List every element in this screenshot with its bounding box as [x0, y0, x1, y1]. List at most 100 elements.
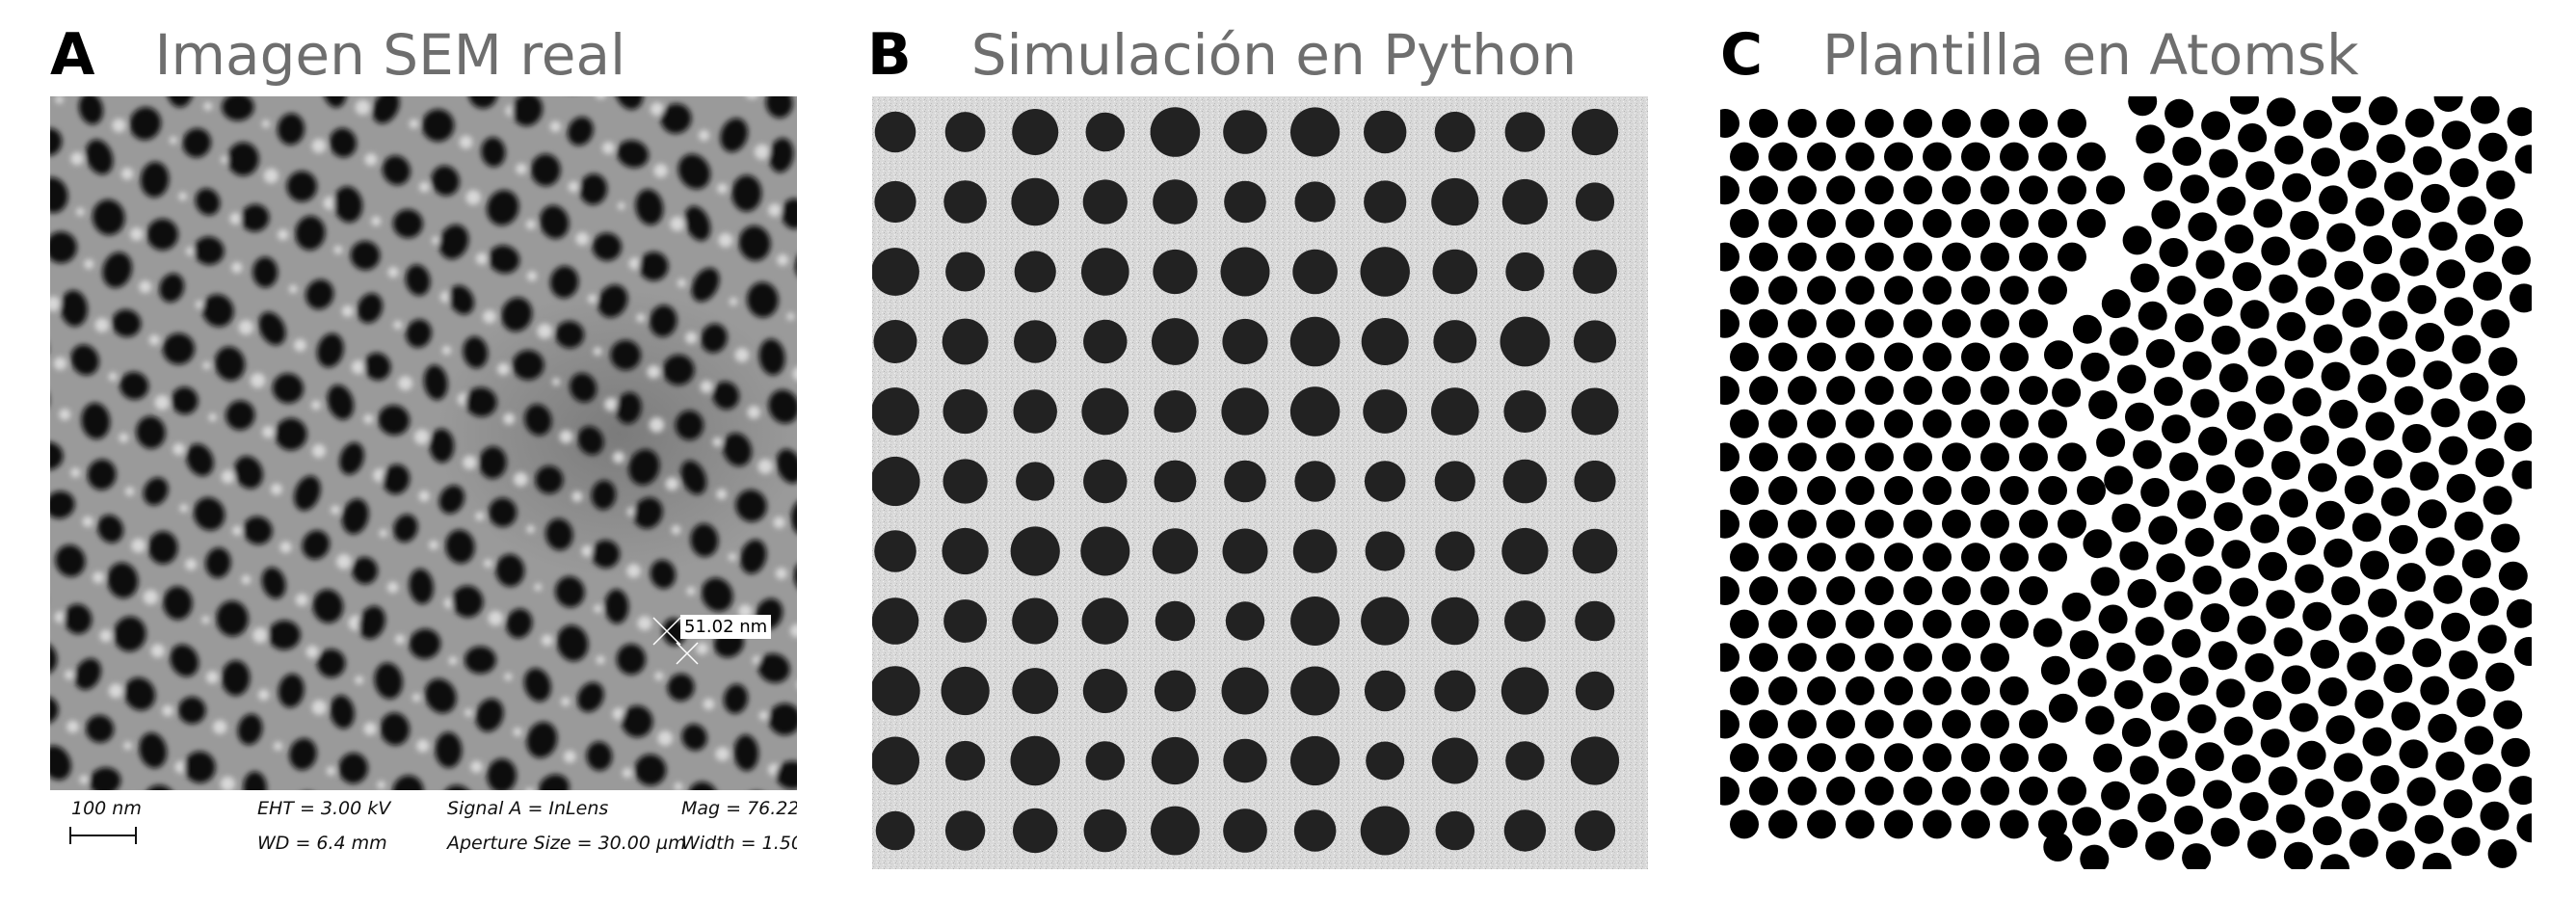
- sem-bright-node: [718, 232, 733, 248]
- sem-pore: [243, 516, 273, 544]
- sem-pore: [86, 715, 115, 743]
- atomsk-pore: [2290, 210, 2320, 240]
- sem-pore: [159, 273, 185, 303]
- atomsk-pore: [1807, 543, 1836, 572]
- python-pore: [1081, 248, 1129, 296]
- atomsk-pore: [2069, 630, 2099, 660]
- sem-bright-node: [504, 673, 513, 681]
- sem-bright-node: [131, 538, 146, 553]
- atomsk-pore: [2360, 550, 2389, 580]
- atomsk-pore: [1730, 609, 1759, 639]
- atomsk-pore: [2428, 713, 2457, 743]
- sem-bright-node: [201, 616, 210, 624]
- sem-bright-node: [179, 503, 189, 513]
- sem-pore: [598, 284, 628, 318]
- atomsk-template-canvas: [1720, 96, 2532, 869]
- sem-bright-node: [257, 689, 270, 701]
- sem-bright-node: [203, 101, 213, 111]
- python-pore: [1220, 247, 1270, 297]
- sem-pore: [338, 753, 368, 784]
- atomsk-pore: [2096, 428, 2126, 458]
- atomsk-pore: [2275, 804, 2305, 834]
- atomsk-pore: [2000, 409, 2029, 438]
- sem-bright-node: [310, 400, 321, 411]
- sem-pore: [74, 658, 101, 690]
- sem-bright-node: [150, 644, 165, 658]
- sem-pore: [327, 384, 355, 420]
- atomsk-pore: [2185, 527, 2215, 557]
- sem-bright-node: [241, 574, 252, 585]
- atomsk-pore: [2182, 351, 2212, 381]
- atomsk-pore: [2333, 753, 2363, 782]
- sem-pore: [463, 336, 489, 369]
- panel-c-title: Plantilla en Atomsk: [1822, 22, 2359, 88]
- atomsk-pore: [2267, 97, 2296, 127]
- atomsk-pore: [2072, 314, 2102, 344]
- sem-pore: [720, 118, 748, 152]
- sem-pore: [330, 695, 355, 729]
- atomsk-pore: [1826, 308, 1855, 338]
- sem-bright-node: [409, 119, 419, 129]
- python-pore: [1292, 529, 1338, 573]
- sem-pore: [50, 176, 68, 213]
- atomsk-pore: [2326, 223, 2356, 252]
- sem-pore: [723, 433, 752, 466]
- sem-pore: [577, 426, 604, 456]
- sem-bright-node: [571, 490, 583, 502]
- sem-bright-node: [311, 443, 326, 459]
- atomsk-pore: [2093, 743, 2122, 773]
- atomsk-pore: [1768, 476, 1797, 505]
- atomsk-pore: [2295, 564, 2324, 594]
- sem-bright-node: [626, 564, 641, 578]
- atomsk-pore: [1846, 743, 1874, 773]
- atomsk-pore: [1730, 409, 1759, 438]
- sem-bright-node: [64, 670, 74, 680]
- sem-pore: [579, 173, 608, 205]
- atomsk-pore: [1846, 676, 1874, 705]
- python-pore: [1012, 597, 1059, 645]
- sem-pore: [438, 225, 469, 259]
- atomsk-pore: [2281, 665, 2311, 695]
- atomsk-pore: [2355, 197, 2385, 226]
- python-pore: [1010, 526, 1060, 576]
- atomsk-pore: [2138, 793, 2167, 823]
- sem-pore: [182, 128, 211, 158]
- atomsk-pore: [1807, 342, 1836, 372]
- sem-bright-node: [185, 247, 196, 256]
- sem-bright-node: [559, 430, 573, 443]
- sem-pore: [431, 165, 460, 197]
- atomsk-pore: [2038, 743, 2067, 773]
- sem-bright-node: [295, 593, 308, 606]
- atomsk-pore: [2038, 409, 2067, 438]
- atomsk-pore: [2159, 238, 2189, 267]
- atomsk-pore: [1980, 643, 2009, 673]
- atomsk-pore: [2493, 208, 2523, 238]
- atomsk-pore: [2312, 816, 2342, 846]
- python-pore: [1152, 318, 1199, 365]
- python-pore: [1504, 600, 1546, 642]
- python-pore: [941, 666, 990, 716]
- sem-bright-node: [650, 102, 664, 117]
- atomsk-pore: [1788, 242, 1817, 272]
- atomsk-pore: [2000, 809, 2029, 839]
- sem-pore: [380, 712, 410, 746]
- measure-cross-2: [676, 642, 699, 665]
- atomsk-pore: [2297, 740, 2326, 770]
- python-pore: [1501, 527, 1549, 575]
- atomsk-pore: [2506, 598, 2532, 628]
- sem-pore: [409, 628, 441, 659]
- atomsk-pore: [1807, 609, 1836, 639]
- sem-pore: [123, 677, 156, 711]
- sem-bright-node: [129, 227, 144, 241]
- sem-pore: [768, 389, 797, 424]
- atomsk-pore: [1720, 442, 1739, 472]
- sem-bright-node: [279, 541, 292, 553]
- atomsk-pore: [2391, 702, 2421, 731]
- python-pore: [1013, 389, 1057, 434]
- atomsk-pore: [1807, 676, 1836, 705]
- atomsk-pore: [1720, 576, 1739, 605]
- atomsk-pore: [1903, 242, 1932, 272]
- sem-bright-node: [534, 583, 543, 592]
- atomsk-pore: [2425, 537, 2455, 567]
- atomsk-pore: [2469, 587, 2499, 617]
